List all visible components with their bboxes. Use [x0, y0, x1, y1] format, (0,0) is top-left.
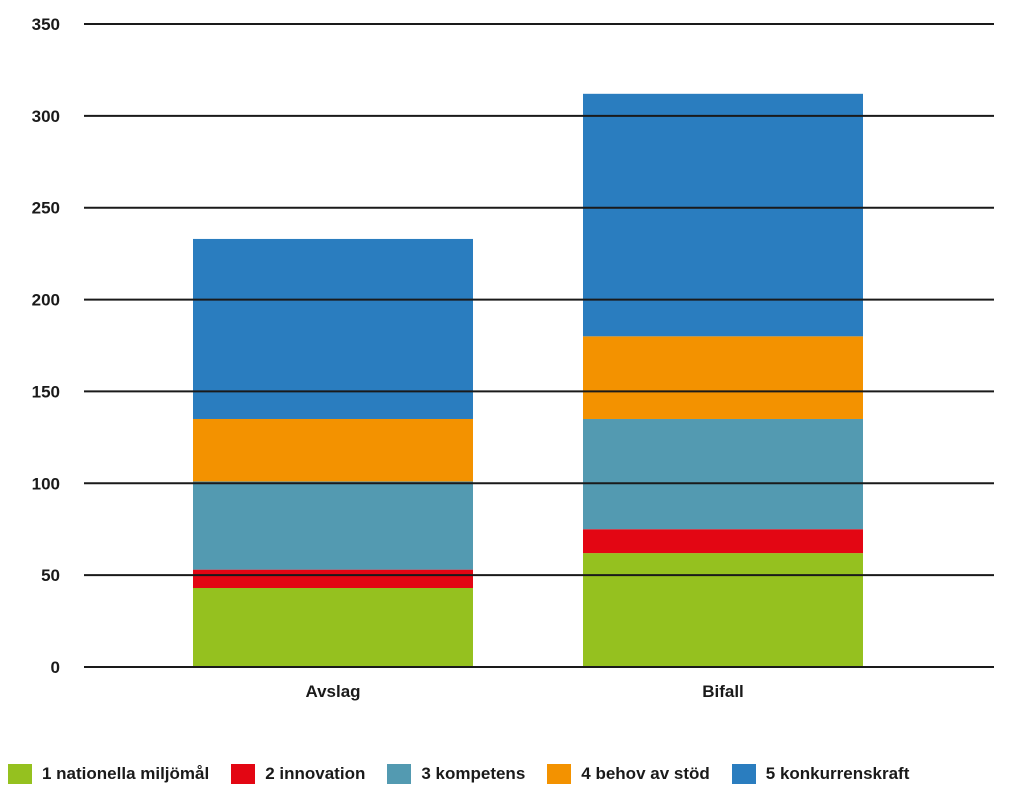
legend-swatch	[8, 764, 32, 784]
y-tick-label-350: 350	[32, 15, 60, 34]
y-tick-label-200: 200	[32, 291, 60, 310]
bar-segment-bifall-series-3	[583, 418, 863, 530]
bar-segment-avslag-series-3	[193, 481, 473, 570]
x-tick-label-bifall: Bifall	[702, 682, 744, 701]
y-tick-label-150: 150	[32, 382, 60, 401]
legend-swatch	[547, 764, 572, 784]
y-tick-label-0: 0	[51, 658, 60, 677]
legend-item-3: 3 kompetens	[387, 764, 525, 784]
bar-segment-bifall-series-2	[583, 529, 863, 554]
x-tick-label-avslag: Avslag	[305, 682, 360, 701]
legend-label: 5 konkurrenskraft	[765, 764, 910, 783]
legend-swatch	[231, 764, 256, 784]
chart-plot: 0 50 100 150 200 250 300 350 Avslag Bifall	[32, 15, 994, 701]
y-tick-label-300: 300	[32, 107, 60, 126]
y-tick-label-50: 50	[41, 566, 60, 585]
bar-segment-bifall-series-1	[583, 553, 863, 667]
y-tick-label-100: 100	[32, 474, 60, 493]
legend-item-5: 5 konkurrenskraft	[731, 764, 910, 784]
legend-item-4: 4 behov av stöd	[547, 764, 710, 784]
legend-swatch	[731, 764, 756, 784]
bar-segment-avslag-series-1	[193, 588, 473, 667]
bar-segment-avslag-series-5	[193, 238, 473, 419]
bar-segment-bifall-series-5	[583, 93, 863, 337]
legend-label: 4 behov av stöd	[581, 764, 710, 783]
legend-swatch	[387, 764, 412, 784]
legend-item-1: 1 nationella miljömål	[8, 764, 209, 784]
legend-label: 1 nationella miljömål	[42, 764, 210, 783]
bar-segment-bifall-series-4	[583, 336, 863, 419]
legend-label: 3 kompetens	[421, 764, 526, 783]
legend-item-2: 2 innovation	[231, 764, 365, 784]
legend-label: 2 innovation	[265, 764, 366, 783]
y-tick-label-250: 250	[32, 199, 60, 218]
bar-segment-avslag-series-2	[193, 569, 473, 589]
bar-segment-avslag-series-4	[193, 418, 473, 482]
chart-legend: 1 nationella miljömål 2 innovation 3 kompe…	[0, 763, 1021, 785]
